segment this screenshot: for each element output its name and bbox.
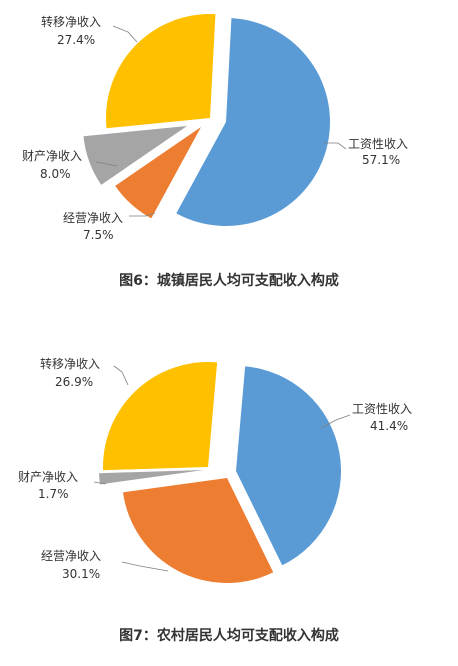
leader-line-transfer-urban <box>112 25 138 43</box>
value-wage-rural: 41.4% <box>370 419 408 433</box>
label-business-rural: 经营净收入 <box>41 549 101 563</box>
label-transfer-rural: 转移净收入 <box>40 356 100 371</box>
leader-line-wage-urban <box>324 142 347 150</box>
value-business-urban: 7.5% <box>83 228 114 242</box>
slice-property-urban <box>83 126 187 185</box>
label-property-rural: 财产净收入 <box>18 470 78 484</box>
chart-rural: 工资性收入 41.4% 经营净收入 30.1% 财产净收入 1.7% 转移净收入… <box>18 356 412 644</box>
slice-property-rural <box>99 470 204 485</box>
label-wage-urban: 工资性收入 <box>348 137 408 151</box>
slice-wage-urban <box>176 18 331 226</box>
chart-urban: 工资性收入 57.1% 经营净收入 7.5% 财产净收入 8.0% 转移净收入 … <box>22 13 408 289</box>
label-wage-rural: 工资性收入 <box>352 402 412 416</box>
label-transfer-urban: 转移净收入 <box>41 14 101 29</box>
leader-line-business-urban <box>129 212 156 217</box>
slice-transfer-rural <box>103 362 218 471</box>
value-wage-urban: 57.1% <box>362 153 400 167</box>
leader-line-property-rural <box>93 481 107 485</box>
chart-title-rural: 图7：农村居民人均可支配收入构成 <box>119 627 339 644</box>
value-property-urban: 8.0% <box>40 167 71 181</box>
leader-line-property-urban <box>95 161 118 167</box>
leader-line-business-rural <box>121 561 169 572</box>
leader-line-transfer-rural <box>113 365 129 386</box>
slice-transfer-urban <box>105 13 216 129</box>
value-property-rural: 1.7% <box>38 487 69 501</box>
slice-business-urban <box>115 127 201 219</box>
slice-wage-rural <box>236 366 342 566</box>
value-transfer-urban: 27.4% <box>57 33 95 47</box>
leader-line-wage-rural <box>320 414 351 429</box>
value-business-rural: 30.1% <box>62 567 100 581</box>
label-business-urban: 经营净收入 <box>63 211 123 225</box>
value-transfer-rural: 26.9% <box>55 375 93 389</box>
chart-title-urban: 图6：城镇居民人均可支配收入构成 <box>119 272 339 289</box>
slice-business-rural <box>122 478 274 584</box>
label-property-urban: 财产净收入 <box>22 149 82 163</box>
